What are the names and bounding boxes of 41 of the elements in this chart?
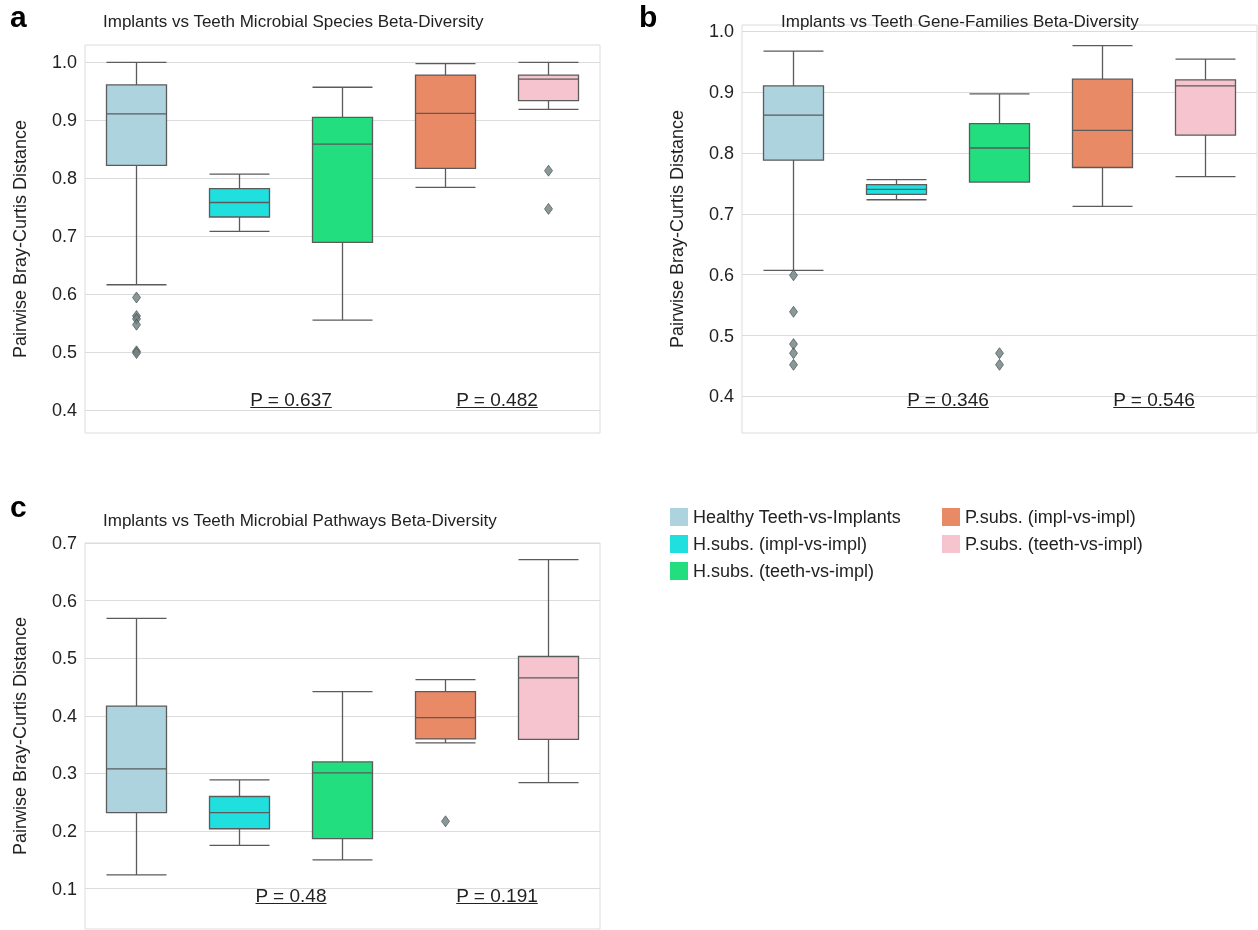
y-tick-label: 0.4 xyxy=(708,386,734,407)
y-tick-label: 0.7 xyxy=(708,203,734,224)
text: b xyxy=(639,0,658,34)
annotation: P = 0.48 xyxy=(255,885,327,907)
y-tick-label: 1.0 xyxy=(51,52,77,73)
y-tick-label: 0.5 xyxy=(51,648,77,669)
legend-label: P.subs. (impl-vs-impl) xyxy=(965,507,1136,527)
chart-title: Implants vs Teeth Gene-Families Beta-Diversity xyxy=(781,12,1140,31)
y-axis-title: Pairwise Bray-Curtis Distance xyxy=(667,109,687,349)
annotation: P = 0.482 xyxy=(456,389,538,411)
text: c xyxy=(10,490,27,524)
text: a xyxy=(10,0,27,34)
annotation: P = 0.637 xyxy=(250,389,332,411)
legend-label: P.subs. (teeth-vs-impl) xyxy=(965,534,1143,554)
y-tick-label: 0.6 xyxy=(51,590,77,611)
y-axis-title: Pairwise Bray-Curtis Distance xyxy=(10,119,30,359)
annotation: P = 0.191 xyxy=(456,885,538,907)
chart-title: Implants vs Teeth Microbial Species Beta-Diversity xyxy=(103,12,484,31)
annotation: P = 0.546 xyxy=(1113,389,1195,411)
y-axis-title: Pairwise Bray-Curtis Distance xyxy=(10,616,30,856)
y-tick-label: 0.4 xyxy=(51,399,77,420)
y-tick-label: 0.2 xyxy=(51,821,77,842)
y-tick-label: 0.5 xyxy=(51,341,77,362)
y-tick-label: 0.8 xyxy=(51,168,77,189)
y-tick-label: 0.3 xyxy=(51,763,77,784)
y-tick-label: 0.5 xyxy=(708,325,734,346)
y-tick-label: 0.9 xyxy=(51,110,77,131)
legend-label: H.subs. (teeth-vs-impl) xyxy=(693,561,875,581)
y-tick-label: 0.7 xyxy=(51,226,77,247)
y-tick-label: 1.0 xyxy=(708,21,734,42)
annotation: P = 0.346 xyxy=(907,389,989,411)
y-tick-label: 0.9 xyxy=(708,81,734,102)
legend-label: Healthy Teeth-vs-Implants xyxy=(693,507,901,527)
y-tick-label: 0.4 xyxy=(51,705,77,726)
y-tick-label: 0.7 xyxy=(51,533,77,553)
y-tick-label: 0.6 xyxy=(708,264,734,285)
legend-label: H.subs. (impl-vs-impl) xyxy=(693,534,868,554)
y-tick-label: 0.8 xyxy=(708,142,734,163)
y-tick-label: 0.1 xyxy=(51,878,77,899)
y-tick-label: 0.6 xyxy=(51,284,77,305)
chart-title: Implants vs Teeth Microbial Pathways Beta-Diversity xyxy=(103,511,498,530)
